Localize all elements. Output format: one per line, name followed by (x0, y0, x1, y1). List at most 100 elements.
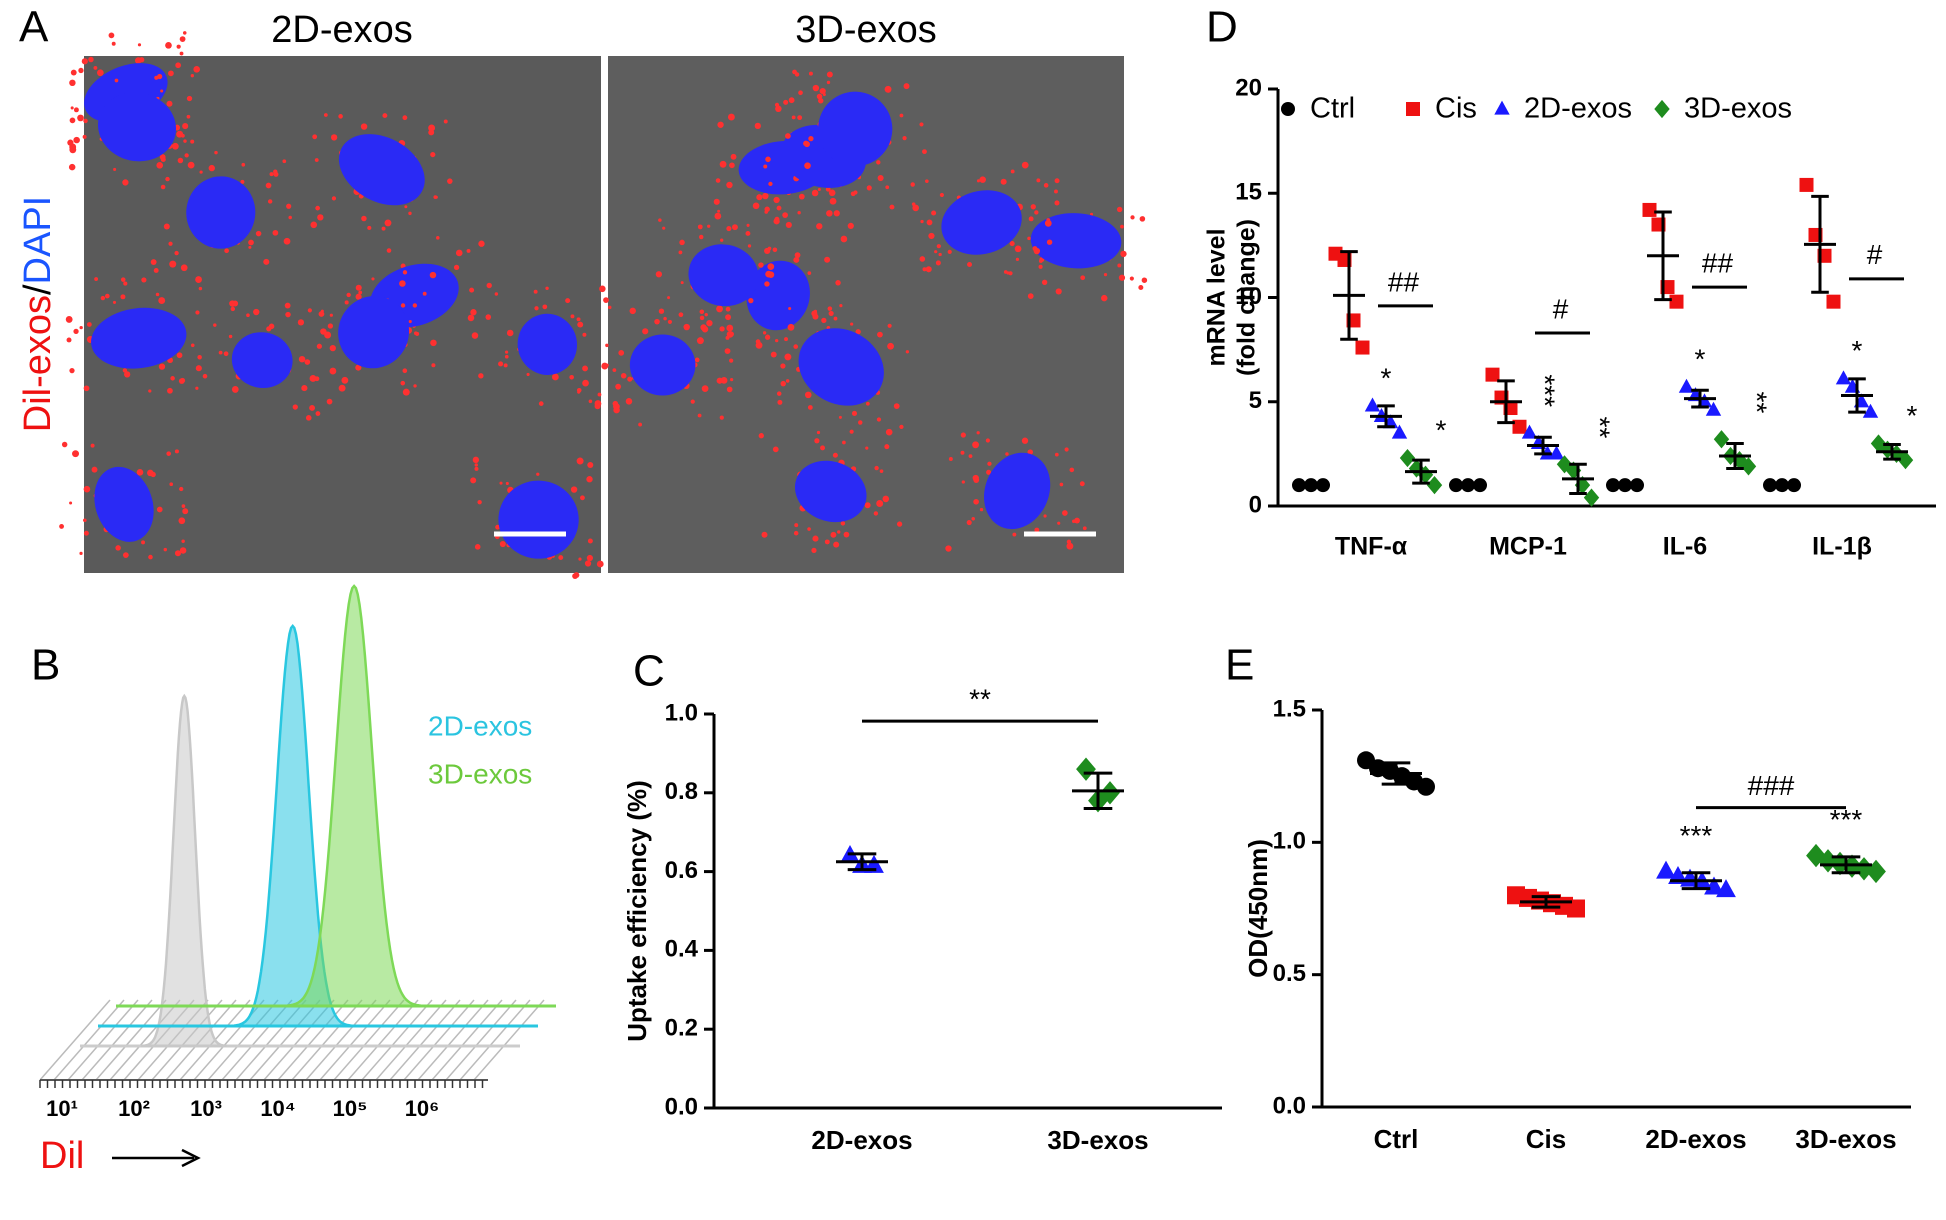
vesicle (174, 449, 179, 454)
y-tick-label: 0.0 (665, 1093, 698, 1120)
vesicle (934, 250, 938, 254)
vesicle (764, 206, 770, 212)
vesicle (818, 98, 824, 104)
vesicle (320, 309, 324, 313)
vesicle (69, 367, 75, 374)
vesicle (346, 292, 351, 298)
vesicle (282, 159, 287, 164)
vesicle (148, 554, 153, 560)
vesicle (662, 226, 666, 230)
vesicle (166, 100, 173, 107)
vesicle (794, 252, 801, 259)
vesicle (318, 311, 325, 317)
vesicle (122, 368, 128, 373)
vesicle (1079, 481, 1085, 487)
vesicle (798, 90, 803, 96)
point (1281, 102, 1295, 116)
vesicle (720, 376, 728, 384)
vesicle (773, 218, 780, 225)
vesicle (973, 498, 979, 505)
nucleus (746, 260, 810, 331)
vesicle (605, 363, 609, 367)
vesicle (1000, 178, 1007, 185)
vesicle (783, 99, 789, 105)
vesicle (470, 477, 477, 484)
annotation: ## (1388, 266, 1420, 297)
vesicle (355, 284, 362, 291)
vesicle (758, 433, 764, 439)
vesicle (253, 308, 260, 316)
floor-line (375, 999, 447, 1081)
vesicle (331, 196, 337, 201)
point (1763, 478, 1777, 493)
point (1304, 478, 1318, 493)
vesicle (66, 337, 72, 343)
vesicle (785, 379, 790, 383)
vesicle (430, 151, 436, 158)
point (1678, 378, 1695, 393)
point (1548, 445, 1565, 460)
vesicle (158, 363, 166, 370)
vesicle (402, 270, 408, 275)
point (1494, 100, 1510, 115)
vesicle (187, 161, 195, 169)
vesicle (772, 446, 779, 453)
vesicle (843, 531, 850, 538)
vesicle (603, 297, 609, 303)
y-axis-label: (fold change) (1233, 219, 1261, 376)
x-tick-label: MCP-1 (1489, 533, 1567, 561)
vesicle (178, 378, 185, 384)
vesicle (762, 331, 767, 335)
vesicle (707, 224, 711, 228)
vesicle (195, 386, 199, 390)
floor-line (459, 999, 531, 1081)
vesicle (775, 338, 779, 343)
vesicle (826, 80, 831, 85)
x-tick-label: Ctrl (1374, 1124, 1419, 1154)
vesicle (756, 194, 763, 201)
vesicle (706, 319, 713, 327)
vesicle (808, 135, 814, 142)
vesicle (678, 312, 684, 318)
vesicle (788, 306, 792, 311)
vesicle (179, 51, 184, 56)
vesicle (821, 317, 827, 324)
vesicle (269, 172, 274, 177)
y-tick-label: 20 (1235, 74, 1262, 101)
vesicle (1102, 296, 1108, 301)
vesicle (443, 119, 448, 124)
vesicle (273, 171, 279, 177)
image-ylabel: Dil-exos/DAPI (17, 196, 59, 433)
vesicle (408, 319, 412, 324)
vesicle (1120, 224, 1124, 229)
vesicle (169, 260, 177, 268)
vesicle (1129, 276, 1134, 281)
vesicle (1036, 178, 1041, 183)
vesicle (855, 329, 861, 335)
point (1862, 403, 1879, 418)
vesicle (478, 373, 484, 379)
vesicle (163, 223, 170, 230)
vesicle (820, 445, 826, 451)
vesicle (726, 324, 734, 332)
vesicle (241, 162, 246, 167)
vesicle (793, 344, 799, 349)
point (1713, 430, 1730, 449)
vesicle (580, 495, 585, 501)
vesicle (61, 441, 68, 448)
vesicle (849, 429, 854, 434)
vesicle (620, 372, 627, 379)
x-tick-label: 2D-exos (1645, 1124, 1746, 1154)
vesicle (1038, 264, 1043, 269)
vesicle (190, 343, 195, 348)
vesicle (195, 310, 200, 315)
annotation: ** (969, 684, 991, 715)
y-tick-label: 0 (1249, 491, 1262, 518)
vesicle (355, 293, 362, 300)
vesicle (526, 372, 530, 377)
vesicle (936, 244, 941, 249)
point (1583, 488, 1600, 507)
vesicle (829, 197, 837, 205)
x-tick-label: 10⁶ (405, 1096, 440, 1121)
vesicle (884, 85, 892, 93)
